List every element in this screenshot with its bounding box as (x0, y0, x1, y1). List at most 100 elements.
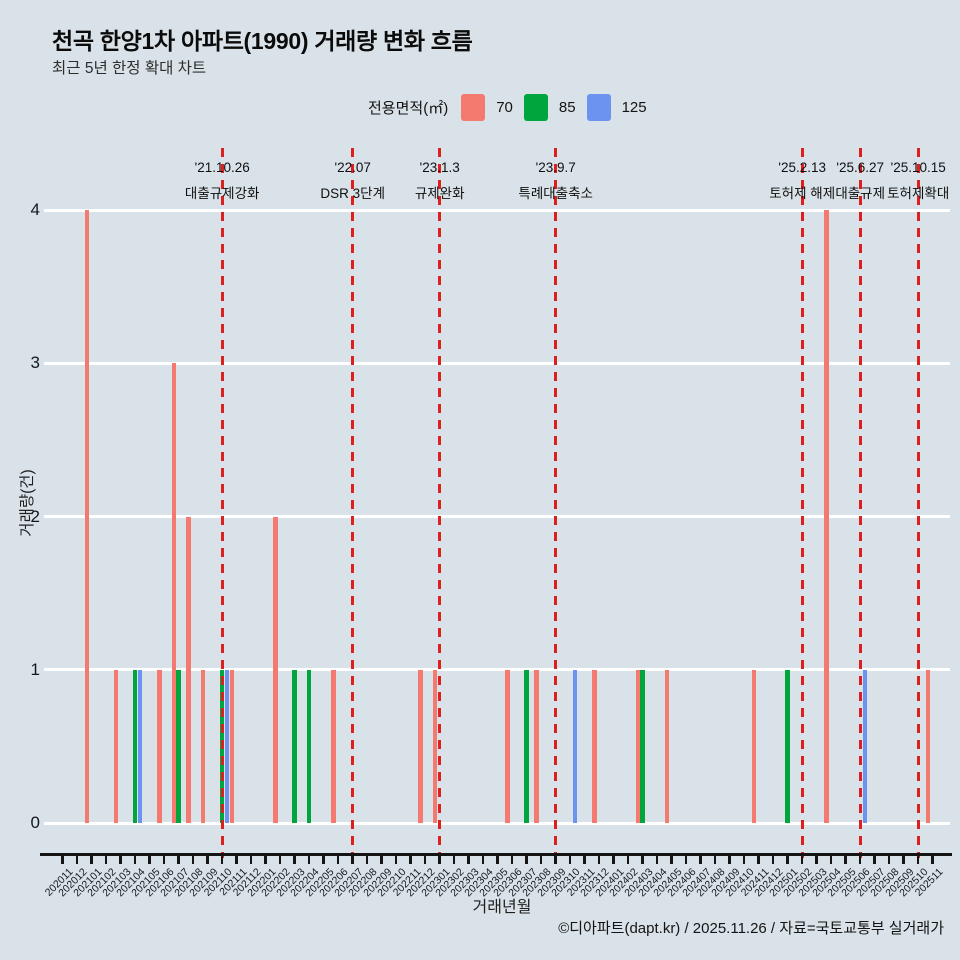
x-tick-202310 (568, 855, 572, 864)
bar-85-202104 (132, 669, 138, 823)
x-tick-202402 (626, 855, 630, 864)
y-tick-label-3: 3 (30, 353, 40, 373)
x-tick-202106 (162, 855, 166, 864)
x-tick-202403 (641, 855, 644, 864)
legend-swatch-85 (523, 93, 548, 121)
bar-125-202104 (137, 669, 143, 823)
x-tick-202405 (670, 855, 673, 864)
x-axis-title: 거래년월 (472, 899, 532, 916)
bar-70-202101 (84, 210, 90, 823)
x-tick-202204 (307, 855, 311, 864)
event-date-1: '22.07 (334, 160, 371, 175)
gridline-y1 (52, 668, 950, 672)
bar-85-202107 (176, 669, 181, 823)
x-tick-202311 (583, 855, 586, 864)
y-tick-1 (44, 668, 52, 672)
legend-item-label-125: 125 (621, 98, 647, 116)
page-title: 천곡 한양1차 아파트(1990) 거래량 변화 흐름 (52, 28, 473, 54)
legend-swatch-70 (461, 93, 486, 121)
page-subtitle: 최근 5년 한정 확대 차트 (52, 60, 207, 77)
bar-70-202301 (432, 669, 438, 823)
x-tick-202312 (597, 855, 601, 864)
x-tick-202102 (104, 855, 108, 864)
x-tick-202203 (293, 855, 296, 864)
x-axis-line (40, 853, 952, 856)
x-tick-202506 (858, 855, 862, 864)
x-tick-202212 (423, 855, 427, 864)
x-tick-202301 (438, 855, 441, 864)
x-tick-202201 (264, 855, 267, 864)
x-tick-202307 (525, 855, 528, 864)
x-tick-202511 (931, 855, 934, 864)
x-tick-202210 (394, 855, 398, 864)
event-line-6 (916, 148, 920, 858)
event-line-0 (220, 148, 224, 858)
bar-125-202506 (862, 669, 868, 823)
y-tick-4 (44, 208, 52, 212)
bar-70-202108 (186, 516, 191, 823)
event-line-5 (858, 148, 862, 858)
y-tick-3 (44, 361, 52, 365)
y-tick-label-2: 2 (30, 506, 40, 526)
event-label-3: 특례대출축소 (518, 186, 593, 201)
x-tick-202407 (699, 855, 702, 864)
x-tick-202209 (380, 855, 383, 864)
x-tick-202412 (771, 855, 775, 864)
gridline-y4 (52, 208, 950, 212)
x-tick-202207 (351, 855, 354, 864)
x-tick-202205 (322, 855, 325, 864)
y-tick-0 (44, 821, 52, 825)
bar-85-202307 (524, 669, 529, 823)
x-tick-202505 (844, 855, 847, 864)
x-tick-202406 (684, 855, 688, 864)
x-tick-202111 (235, 855, 238, 864)
event-date-6: '25.10.15 (890, 160, 946, 175)
bar-70-202306 (505, 669, 510, 823)
x-tick-202306 (510, 855, 514, 864)
bar-70-202111 (229, 669, 235, 823)
event-date-4: '25.2.13 (778, 160, 826, 175)
event-label-4: 토허제 해제 (769, 186, 836, 201)
event-date-5: '25.6.27 (836, 160, 884, 175)
bar-85-202403 (640, 669, 645, 823)
bar-125-202310 (572, 669, 578, 823)
bar-70-202405 (664, 669, 670, 823)
bar-70-202403 (635, 669, 641, 823)
event-date-2: '23.1.3 (419, 160, 460, 175)
x-tick-202304 (481, 855, 485, 864)
event-line-2 (438, 148, 442, 858)
x-tick-202309 (554, 855, 557, 864)
x-tick-202202 (278, 855, 282, 864)
x-tick-202408 (713, 855, 717, 864)
x-tick-202012 (75, 855, 79, 864)
gridline-y0 (52, 821, 950, 825)
x-tick-202108 (191, 855, 195, 864)
legend-swatch-125 (586, 93, 611, 121)
x-tick-202105 (148, 855, 151, 864)
gridline-y3 (52, 361, 950, 365)
event-label-1: DSR 3단계 (320, 186, 385, 201)
x-tick-202101 (90, 855, 93, 864)
x-tick-202303 (467, 855, 470, 864)
legend-item-label-85: 85 (558, 98, 576, 116)
x-tick-202109 (206, 855, 209, 864)
x-tick-202104 (133, 855, 137, 864)
bar-70-202312 (592, 669, 597, 823)
x-tick-202107 (177, 855, 180, 864)
bar-125-202110 (224, 669, 230, 823)
x-tick-202507 (873, 855, 876, 864)
bar-70-202511 (925, 669, 931, 823)
x-tick-202409 (728, 855, 731, 864)
x-tick-202302 (452, 855, 456, 864)
x-tick-202510 (916, 855, 920, 864)
x-tick-202509 (902, 855, 905, 864)
bar-70-202107 (171, 363, 177, 823)
x-tick-202401 (612, 855, 615, 864)
x-tick-202503 (815, 855, 818, 864)
x-tick-202404 (655, 855, 659, 864)
event-line-4 (800, 148, 804, 858)
x-tick-202206 (336, 855, 340, 864)
event-date-3: '23.9.7 (535, 160, 576, 175)
credit-text: ©디아파트(dapt.kr) / 2025.11.26 / 자료=국토교통부 실… (558, 920, 944, 937)
bar-70-202202 (273, 516, 278, 823)
